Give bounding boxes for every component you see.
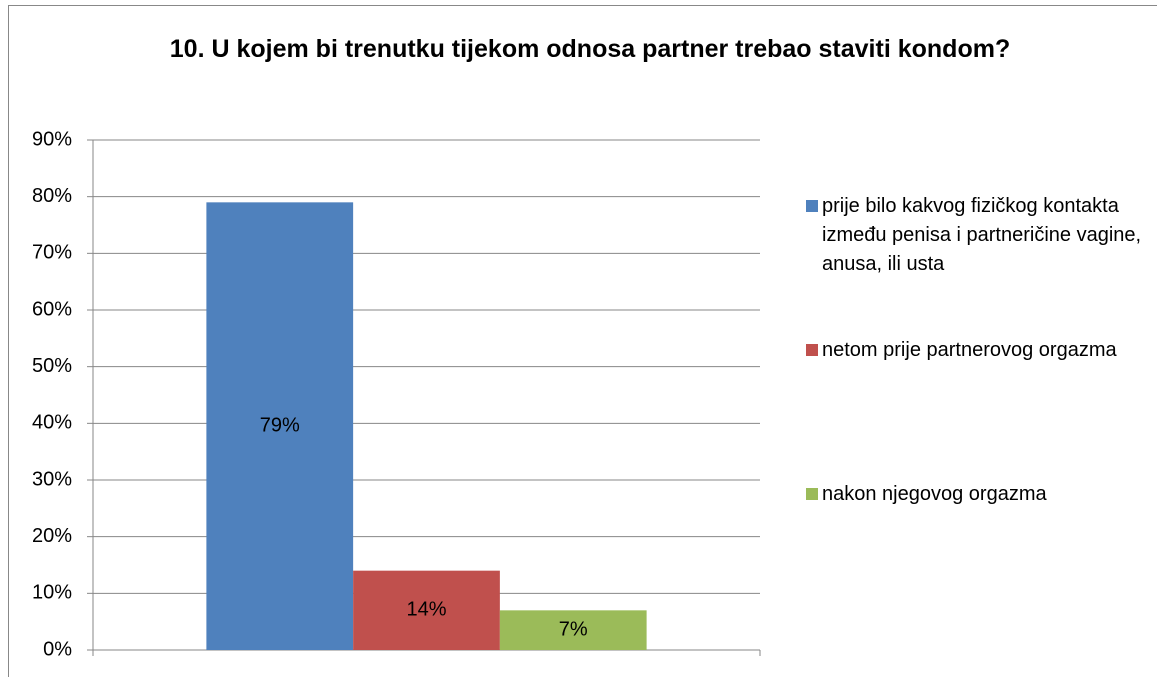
y-tick-label: 70% bbox=[32, 242, 72, 264]
bar bbox=[206, 202, 354, 651]
legend-item: nakon njegovog orgazma bbox=[803, 480, 1157, 509]
y-tick-label: 80% bbox=[32, 185, 72, 207]
legend-item: netom prije partnerovog orgazma bbox=[803, 336, 1157, 365]
data-label: 79% bbox=[260, 414, 300, 436]
legend-item: prije bilo kakvog fizičkog kontakta izme… bbox=[803, 192, 1157, 279]
y-tick-label: 0% bbox=[43, 638, 72, 660]
y-tick-label: 40% bbox=[32, 412, 72, 434]
data-label: 14% bbox=[406, 599, 446, 621]
legend-swatch bbox=[806, 488, 818, 500]
legend-label: netom prije partnerovog orgazma bbox=[822, 339, 1117, 361]
legend-label: prije bilo kakvog fizičkog kontakta izme… bbox=[822, 195, 1142, 275]
y-tick-label: 10% bbox=[32, 582, 72, 604]
legend-swatch bbox=[806, 200, 818, 212]
y-tick-label: 90% bbox=[32, 128, 72, 150]
y-tick-label: 30% bbox=[32, 468, 72, 490]
chart-border bbox=[8, 5, 1157, 677]
bar bbox=[499, 610, 647, 650]
chart-title: 10. U kojem bi trenutku tijekom odnosa p… bbox=[169, 35, 1011, 63]
legend-label: nakon njegovog orgazma bbox=[822, 483, 1047, 505]
data-label: 7% bbox=[559, 618, 588, 640]
y-tick-label: 20% bbox=[32, 525, 72, 547]
bar bbox=[353, 570, 500, 650]
y-tick-label: 60% bbox=[32, 298, 72, 320]
y-tick-label: 50% bbox=[32, 355, 72, 377]
legend-swatch bbox=[806, 344, 818, 356]
